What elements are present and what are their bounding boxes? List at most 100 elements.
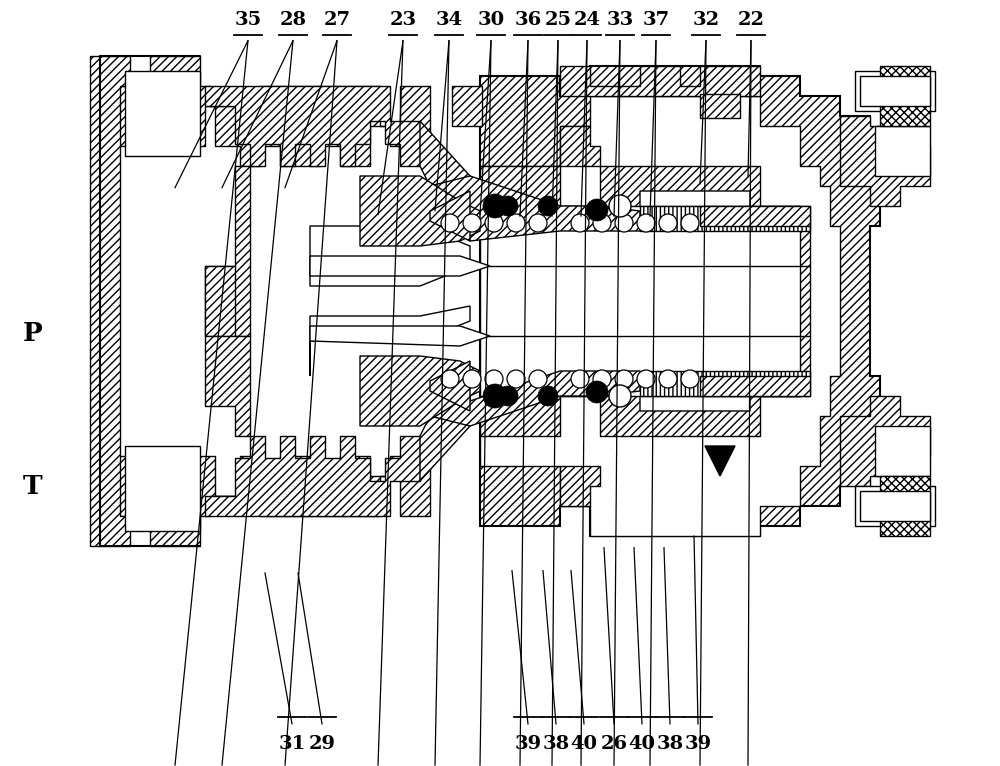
Circle shape bbox=[571, 370, 589, 388]
Polygon shape bbox=[880, 476, 930, 536]
Text: T: T bbox=[23, 474, 43, 499]
Polygon shape bbox=[840, 396, 930, 486]
Polygon shape bbox=[110, 456, 430, 516]
Polygon shape bbox=[360, 176, 480, 246]
Polygon shape bbox=[420, 121, 470, 211]
Text: 39: 39 bbox=[514, 735, 542, 753]
Text: 36: 36 bbox=[514, 11, 542, 29]
Polygon shape bbox=[430, 371, 750, 416]
Polygon shape bbox=[205, 266, 235, 336]
Text: 40: 40 bbox=[629, 735, 656, 753]
Text: 37: 37 bbox=[642, 11, 670, 29]
Polygon shape bbox=[310, 226, 470, 286]
Bar bbox=[860, 491, 930, 521]
Polygon shape bbox=[560, 66, 760, 96]
Text: 23: 23 bbox=[389, 11, 417, 29]
Text: 24: 24 bbox=[574, 11, 600, 29]
Circle shape bbox=[529, 214, 547, 232]
Text: P: P bbox=[23, 321, 43, 345]
Bar bbox=[860, 76, 930, 106]
Bar bbox=[125, 446, 200, 531]
Polygon shape bbox=[840, 116, 930, 206]
Bar bbox=[855, 486, 935, 526]
Circle shape bbox=[615, 370, 633, 388]
Circle shape bbox=[659, 370, 677, 388]
Circle shape bbox=[529, 370, 547, 388]
Text: 33: 33 bbox=[606, 11, 634, 29]
Text: 38: 38 bbox=[542, 735, 570, 753]
Circle shape bbox=[507, 370, 525, 388]
Circle shape bbox=[483, 384, 507, 408]
Circle shape bbox=[637, 214, 655, 232]
Polygon shape bbox=[310, 326, 490, 346]
Polygon shape bbox=[205, 86, 420, 166]
Circle shape bbox=[507, 214, 525, 232]
Text: 40: 40 bbox=[570, 735, 598, 753]
Bar bbox=[700, 94, 740, 118]
Polygon shape bbox=[640, 206, 810, 231]
Polygon shape bbox=[310, 256, 490, 276]
Polygon shape bbox=[430, 176, 640, 241]
Polygon shape bbox=[360, 356, 480, 426]
Circle shape bbox=[538, 386, 558, 406]
Circle shape bbox=[485, 370, 503, 388]
Circle shape bbox=[463, 370, 481, 388]
Text: 38: 38 bbox=[656, 735, 684, 753]
Polygon shape bbox=[430, 186, 750, 231]
Polygon shape bbox=[705, 446, 735, 476]
Circle shape bbox=[498, 196, 518, 216]
Polygon shape bbox=[700, 206, 810, 226]
Text: 31: 31 bbox=[278, 735, 306, 753]
Circle shape bbox=[681, 370, 699, 388]
Polygon shape bbox=[90, 56, 200, 546]
Bar bbox=[125, 71, 200, 156]
Circle shape bbox=[498, 386, 518, 406]
Polygon shape bbox=[205, 336, 250, 436]
Polygon shape bbox=[430, 191, 470, 241]
Text: 30: 30 bbox=[477, 11, 505, 29]
Circle shape bbox=[586, 381, 608, 403]
Circle shape bbox=[571, 214, 589, 232]
Text: 28: 28 bbox=[280, 11, 307, 29]
Circle shape bbox=[485, 214, 503, 232]
Circle shape bbox=[615, 214, 633, 232]
Circle shape bbox=[593, 214, 611, 232]
Bar bbox=[875, 126, 930, 176]
Polygon shape bbox=[110, 86, 430, 166]
Text: 25: 25 bbox=[544, 11, 572, 29]
Polygon shape bbox=[640, 371, 810, 396]
Bar bbox=[875, 426, 930, 476]
Circle shape bbox=[593, 370, 611, 388]
Bar bbox=[452, 86, 482, 126]
Text: 39: 39 bbox=[684, 735, 712, 753]
Text: 22: 22 bbox=[738, 11, 765, 29]
Polygon shape bbox=[480, 166, 810, 436]
Bar bbox=[480, 206, 800, 396]
Polygon shape bbox=[430, 361, 470, 411]
Polygon shape bbox=[560, 126, 600, 166]
Polygon shape bbox=[480, 66, 880, 536]
Circle shape bbox=[441, 214, 459, 232]
Polygon shape bbox=[420, 391, 470, 481]
Text: 35: 35 bbox=[234, 11, 262, 29]
Text: 32: 32 bbox=[692, 11, 720, 29]
Circle shape bbox=[463, 214, 481, 232]
Polygon shape bbox=[480, 96, 840, 536]
Polygon shape bbox=[700, 376, 810, 396]
Polygon shape bbox=[205, 436, 420, 516]
Text: 29: 29 bbox=[309, 735, 336, 753]
Circle shape bbox=[609, 195, 631, 217]
Polygon shape bbox=[310, 306, 470, 376]
Text: 27: 27 bbox=[324, 11, 351, 29]
Circle shape bbox=[609, 385, 631, 407]
Polygon shape bbox=[560, 466, 600, 506]
Circle shape bbox=[681, 214, 699, 232]
Circle shape bbox=[586, 199, 608, 221]
Circle shape bbox=[659, 214, 677, 232]
Polygon shape bbox=[430, 371, 640, 426]
Polygon shape bbox=[205, 166, 250, 336]
Circle shape bbox=[441, 370, 459, 388]
Bar bbox=[855, 71, 935, 111]
Text: 34: 34 bbox=[435, 11, 463, 29]
Circle shape bbox=[637, 370, 655, 388]
